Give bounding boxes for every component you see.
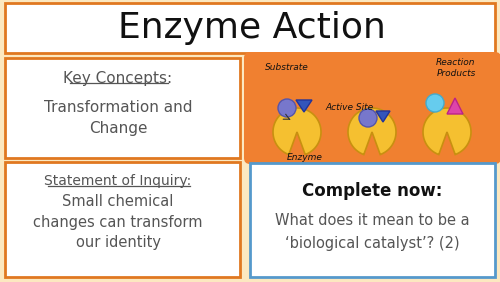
Polygon shape [296, 100, 312, 112]
Text: Small chemical
changes can transform
our identity: Small chemical changes can transform our… [33, 193, 203, 250]
Polygon shape [447, 98, 463, 114]
Text: Enzyme: Enzyme [287, 153, 323, 162]
FancyBboxPatch shape [5, 3, 495, 53]
FancyBboxPatch shape [5, 58, 240, 158]
Polygon shape [423, 108, 471, 155]
Polygon shape [348, 108, 396, 155]
Text: Enzyme Action: Enzyme Action [118, 11, 386, 45]
FancyBboxPatch shape [244, 52, 500, 164]
Polygon shape [376, 111, 390, 122]
Text: Transformation and
Change: Transformation and Change [44, 100, 192, 136]
FancyBboxPatch shape [250, 163, 495, 277]
Circle shape [426, 94, 444, 112]
FancyBboxPatch shape [5, 162, 240, 277]
Circle shape [359, 109, 377, 127]
Circle shape [278, 99, 296, 117]
Text: What does it mean to be a
‘biological catalyst’? (2): What does it mean to be a ‘biological ca… [274, 213, 469, 251]
Text: Key Concepts:: Key Concepts: [64, 70, 172, 85]
Text: Active Site: Active Site [326, 103, 374, 113]
Text: Complete now:: Complete now: [302, 182, 442, 200]
Polygon shape [273, 108, 321, 155]
Text: Statement of Inquiry:: Statement of Inquiry: [44, 174, 192, 188]
Text: Substrate: Substrate [265, 63, 309, 72]
Text: Reaction
Products: Reaction Products [436, 58, 476, 78]
